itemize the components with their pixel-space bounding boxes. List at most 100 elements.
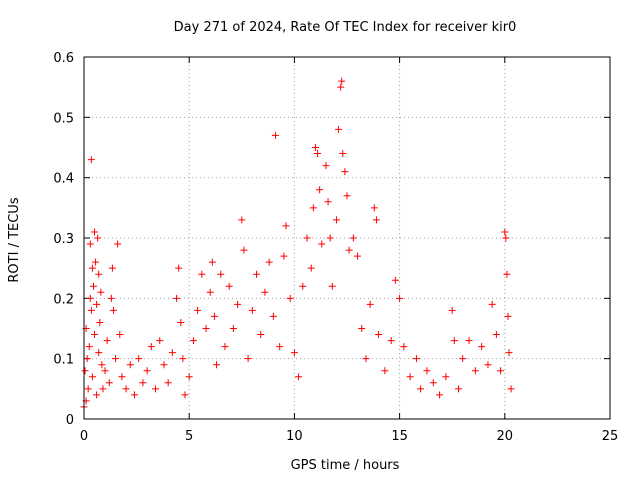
- data-point: [156, 337, 164, 345]
- data-point: [299, 282, 307, 290]
- data-point: [88, 264, 96, 272]
- data-point: [286, 294, 294, 302]
- data-point: [261, 288, 269, 296]
- data-point: [505, 349, 513, 357]
- data-point: [208, 258, 216, 266]
- x-tick-label: 10: [286, 429, 303, 444]
- data-point: [88, 373, 96, 381]
- data-point: [276, 343, 284, 351]
- data-point: [234, 300, 242, 308]
- data-point: [229, 325, 237, 332]
- data-point: [282, 222, 290, 230]
- data-point: [103, 337, 111, 345]
- data-point: [492, 331, 500, 339]
- y-tick-label: 0.6: [53, 51, 74, 66]
- data-point: [459, 355, 467, 363]
- data-point: [338, 77, 346, 85]
- data-point: [429, 379, 437, 387]
- data-point: [406, 373, 414, 381]
- data-point: [423, 367, 431, 375]
- data-point: [280, 252, 288, 260]
- data-point: [210, 312, 218, 320]
- y-tick-label: 0.4: [53, 172, 74, 187]
- data-point: [217, 270, 225, 278]
- data-point: [97, 288, 105, 296]
- data-point: [152, 385, 160, 393]
- data-point: [265, 258, 273, 266]
- data-point: [507, 385, 515, 393]
- data-point: [147, 343, 155, 351]
- data-point: [194, 306, 202, 314]
- data-point: [94, 234, 102, 242]
- x-tick-label: 0: [80, 429, 88, 444]
- data-point: [98, 361, 106, 369]
- data-point: [349, 234, 357, 242]
- data-point: [332, 216, 340, 224]
- data-point: [86, 294, 94, 302]
- y-tick-label: 0.1: [53, 353, 74, 368]
- data-point: [143, 367, 151, 375]
- y-tick-label: 0.3: [53, 232, 74, 247]
- data-point: [358, 325, 366, 332]
- chart-title: Day 271 of 2024, Rate Of TEC Index for r…: [174, 20, 517, 35]
- data-point: [114, 240, 122, 248]
- y-tick-label: 0.2: [53, 292, 74, 307]
- data-point: [253, 270, 261, 278]
- data-point: [303, 234, 311, 242]
- x-tick-label: 25: [602, 429, 619, 444]
- data-point: [322, 162, 330, 170]
- data-point: [345, 246, 353, 254]
- data-point: [484, 361, 492, 369]
- data-point: [89, 282, 97, 290]
- data-point: [497, 367, 505, 375]
- data-point: [324, 198, 332, 206]
- data-point: [391, 276, 399, 284]
- data-point: [307, 264, 315, 272]
- data-point: [93, 300, 101, 308]
- data-point: [465, 337, 473, 345]
- x-axis-label: GPS time / hours: [291, 458, 400, 473]
- data-point: [370, 204, 378, 212]
- data-point: [502, 234, 510, 242]
- data-points: [80, 77, 515, 411]
- data-point: [328, 282, 336, 290]
- data-point: [185, 373, 193, 381]
- data-point: [504, 312, 512, 320]
- data-point: [417, 385, 425, 393]
- data-point: [387, 337, 395, 345]
- data-point: [442, 373, 450, 381]
- data-point: [189, 337, 197, 345]
- data-point: [436, 391, 444, 399]
- data-point: [335, 125, 343, 133]
- data-point: [105, 379, 113, 387]
- data-point: [478, 343, 486, 351]
- data-point: [91, 331, 99, 339]
- y-tick-label: 0.5: [53, 111, 74, 126]
- data-point: [202, 325, 210, 332]
- data-point: [85, 343, 93, 351]
- data-point: [295, 373, 303, 381]
- y-axis-label: ROTI / TECUs: [7, 197, 22, 282]
- data-point: [86, 240, 94, 248]
- data-point: [112, 355, 120, 363]
- data-point: [83, 355, 91, 363]
- data-point: [109, 306, 117, 314]
- data-point: [181, 391, 189, 399]
- data-point: [396, 294, 404, 302]
- data-point: [400, 343, 408, 351]
- x-tick-label: 20: [497, 429, 514, 444]
- data-point: [412, 355, 420, 363]
- data-point: [318, 240, 326, 248]
- data-point: [130, 391, 138, 399]
- data-point: [101, 367, 109, 375]
- data-point: [135, 355, 143, 363]
- data-point: [116, 331, 124, 339]
- data-point: [122, 385, 130, 393]
- data-point: [381, 367, 389, 375]
- data-point: [488, 300, 496, 308]
- axes: 0 5 10 15 20 25 0 0.1 0.2 0.3 0.4 0.5 0.6: [53, 51, 618, 444]
- data-point: [168, 349, 176, 357]
- data-point: [503, 270, 511, 278]
